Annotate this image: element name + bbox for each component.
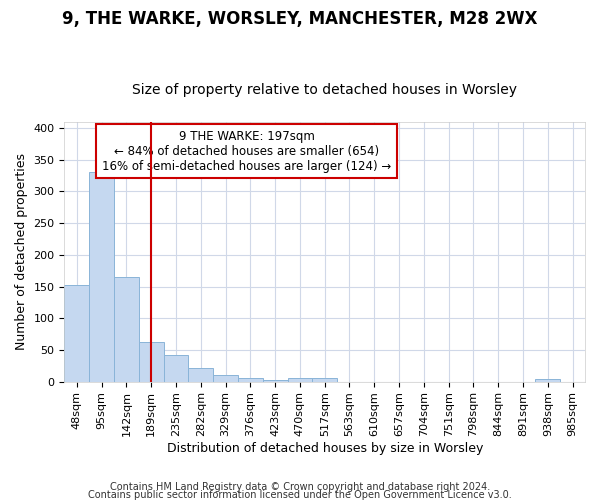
Bar (139, 342, 164, 382)
Bar (188, 368, 213, 382)
Bar (535, 379, 560, 382)
Text: 9, THE WARKE, WORSLEY, MANCHESTER, M28 2WX: 9, THE WARKE, WORSLEY, MANCHESTER, M28 2… (62, 10, 538, 28)
Text: 9 THE WARKE: 197sqm
← 84% of detached houses are smaller (654)
16% of semi-detac: 9 THE WARKE: 197sqm ← 84% of detached ho… (102, 130, 391, 172)
Bar (164, 355, 188, 382)
Bar (89, 172, 114, 382)
Bar (238, 378, 263, 382)
Y-axis label: Number of detached properties: Number of detached properties (15, 153, 28, 350)
Bar (263, 380, 287, 382)
X-axis label: Distribution of detached houses by size in Worsley: Distribution of detached houses by size … (167, 442, 483, 455)
Bar (287, 378, 313, 382)
Bar (313, 378, 337, 382)
Title: Size of property relative to detached houses in Worsley: Size of property relative to detached ho… (132, 83, 517, 97)
Bar (213, 376, 238, 382)
Bar (114, 277, 139, 382)
Text: Contains public sector information licensed under the Open Government Licence v3: Contains public sector information licen… (88, 490, 512, 500)
Text: Contains HM Land Registry data © Crown copyright and database right 2024.: Contains HM Land Registry data © Crown c… (110, 482, 490, 492)
Bar (64, 286, 89, 382)
